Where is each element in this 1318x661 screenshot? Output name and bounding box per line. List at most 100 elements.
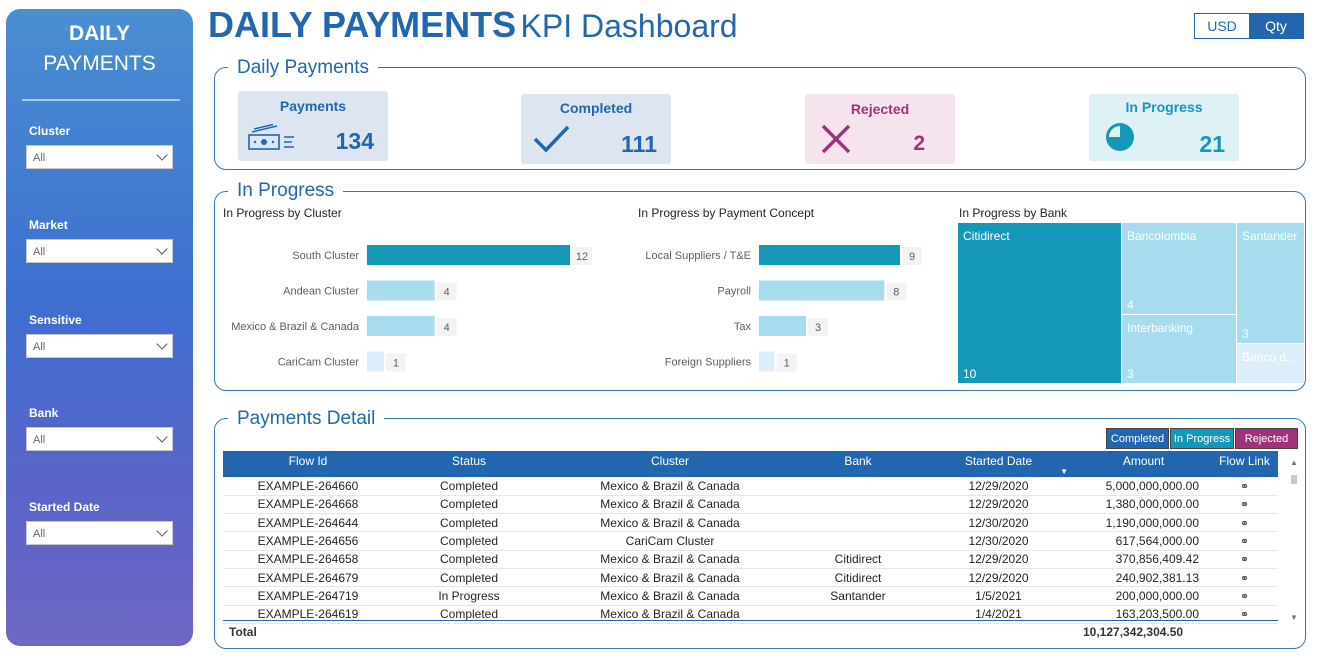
concept-bar-chart: Local Suppliers / T&E 9 Payroll 8 Tax 3 Foreig… [645, 245, 922, 372]
bar[interactable] [367, 316, 435, 336]
cluster-cell: Mexico & Brazil & Canada [545, 495, 795, 515]
sidebar-title-line1: DAILY [68, 22, 131, 45]
link-icon[interactable]: ⚭ [1239, 554, 1250, 567]
bar-category-label: Local Suppliers / T&E [645, 250, 751, 262]
amount-cell: 5,000,000,000.00 [1076, 477, 1211, 496]
bank-filter-dropdown[interactable]: All [26, 427, 173, 451]
rejected-kpi-card[interactable]: Rejected 2 [805, 94, 955, 164]
treemap-tile[interactable] [1237, 344, 1304, 383]
link-icon[interactable]: ⚭ [1239, 480, 1250, 493]
scroll-up-arrow[interactable]: ▲ [1290, 458, 1298, 467]
bar-value-label: 8 [893, 287, 899, 299]
column-header-bank[interactable]: Bank [795, 451, 921, 477]
link-icon[interactable]: ⚭ [1239, 609, 1250, 622]
column-header-status[interactable]: Status [393, 451, 545, 477]
table-row[interactable]: EXAMPLE-264679 Completed Mexico & Brazil &… [223, 568, 1278, 588]
bar-category-label: South Cluster [292, 250, 359, 262]
started-date-cell: 12/30/2020 [921, 531, 1076, 551]
amount-cell: 163,203,500.00 [1076, 605, 1211, 624]
link-icon[interactable]: ⚭ [1239, 536, 1250, 549]
page-title-bold: DAILY PAYMENTS [208, 4, 517, 45]
payments-kpi-card[interactable]: Payments 134 [238, 91, 388, 161]
treemap-tile[interactable] [1237, 223, 1304, 343]
link-icon[interactable]: ⚭ [1239, 517, 1250, 530]
column-header-started-date[interactable]: Started Date ▼ [921, 451, 1076, 477]
flow-link-cell[interactable]: ⚭ [1211, 495, 1278, 515]
scroll-down-arrow[interactable]: ▼ [1290, 613, 1298, 622]
legend-completed: Completed [1106, 428, 1169, 449]
cluster-filter-dropdown[interactable]: All [26, 145, 173, 169]
checkmark-icon [533, 125, 570, 153]
table-row[interactable]: EXAMPLE-264658 Completed Mexico & Brazil &… [223, 550, 1278, 569]
bar[interactable] [759, 316, 806, 336]
column-header-cluster[interactable]: Cluster [545, 451, 795, 477]
amount-cell: 240,902,381.13 [1076, 568, 1211, 588]
cluster-cell: Mexico & Brazil & Canada [545, 513, 795, 533]
flow-id-cell: EXAMPLE-264619 [223, 605, 393, 624]
treemap-tile-value: 3 [1242, 327, 1249, 341]
table-scrollbar[interactable]: ▲ ▼ [1289, 458, 1299, 628]
flow-link-cell[interactable]: ⚭ [1211, 605, 1278, 624]
link-icon[interactable]: ⚭ [1239, 499, 1250, 512]
bank-treemap-chart: Citidirect 10 Bancolombia 4 Santander 3 Interb… [958, 223, 1304, 383]
chevron-down-icon [156, 338, 168, 350]
bar-value-label: 1 [784, 358, 790, 370]
bank-cell [795, 513, 921, 533]
table-row[interactable]: EXAMPLE-264644 Completed Mexico & Brazil &… [223, 513, 1278, 533]
treemap-tile[interactable] [1122, 223, 1236, 314]
column-header-flow-link[interactable]: Flow Link [1211, 451, 1278, 477]
flow-link-cell[interactable]: ⚭ [1211, 586, 1278, 606]
bar-category-label: Mexico & Brazil & Canada [231, 321, 360, 333]
payments-detail-panel-title: Payments Detail [228, 408, 385, 430]
amount-cell: 200,000,000.00 [1076, 586, 1211, 606]
status-cell: Completed [393, 550, 545, 569]
market-filter-label: Market [29, 218, 68, 232]
sensitive-filter-dropdown[interactable]: All [26, 334, 173, 358]
flow-id-cell: EXAMPLE-264644 [223, 513, 393, 533]
scroll-thumb[interactable] [1291, 475, 1297, 484]
treemap-tile[interactable] [958, 223, 1121, 383]
column-header-amount[interactable]: Amount [1076, 451, 1211, 477]
column-header-flow-id[interactable]: Flow Id [223, 451, 393, 477]
treemap-tile[interactable] [1122, 315, 1236, 383]
bar-value-label: 4 [444, 287, 450, 299]
in-progress-kpi-card[interactable]: In Progress 21 [1089, 94, 1239, 161]
data-label-bg [572, 247, 592, 265]
market-filter-dropdown[interactable]: All [26, 239, 173, 263]
payments-kpi-value: 134 [335, 128, 374, 154]
flow-link-cell[interactable]: ⚭ [1211, 477, 1278, 496]
flow-link-cell[interactable]: ⚭ [1211, 568, 1278, 588]
qty-toggle-button[interactable]: Qty [1249, 14, 1303, 38]
bar[interactable] [367, 245, 570, 265]
bar[interactable] [759, 351, 775, 372]
flow-link-cell[interactable]: ⚭ [1211, 550, 1278, 569]
completed-kpi-card[interactable]: Completed 111 [521, 94, 671, 164]
daily-payments-panel [214, 67, 1306, 170]
flow-link-cell[interactable]: ⚭ [1211, 513, 1278, 533]
data-label-bg [436, 318, 457, 336]
flow-id-cell: EXAMPLE-264656 [223, 531, 393, 551]
started-date-filter-dropdown[interactable]: All [26, 521, 173, 545]
link-icon[interactable]: ⚭ [1239, 572, 1250, 585]
concept-chart-title: In Progress by Payment Concept [638, 206, 815, 220]
status-cell: Completed [393, 568, 545, 588]
bar[interactable] [759, 245, 900, 265]
cluster-cell: Mexico & Brazil & Canada [545, 586, 795, 606]
table-row[interactable]: EXAMPLE-264656 Completed CariCam Cluster 12… [223, 531, 1278, 551]
chevron-down-icon [156, 149, 168, 161]
bar[interactable] [367, 280, 435, 301]
table-row[interactable]: EXAMPLE-264719 In Progress Mexico & Brazil… [223, 586, 1278, 606]
bar[interactable] [367, 351, 384, 372]
usd-toggle-button[interactable]: USD [1195, 14, 1249, 38]
started-date-cell: 12/29/2020 [921, 568, 1076, 588]
bar-category-label: Andean Cluster [283, 286, 359, 298]
table-row[interactable]: EXAMPLE-264668 Completed Mexico & Brazil &… [223, 495, 1278, 515]
bar-value-label: 9 [909, 251, 915, 263]
bar[interactable] [759, 280, 885, 301]
table-row[interactable]: EXAMPLE-264660 Completed Mexico & Brazil &… [223, 477, 1278, 496]
table-row[interactable]: EXAMPLE-264619 Completed Mexico & Brazil &… [223, 605, 1278, 624]
completed-kpi-value: 111 [621, 131, 657, 157]
payments-detail-panel [214, 418, 1306, 649]
flow-link-cell[interactable]: ⚭ [1211, 531, 1278, 551]
link-icon[interactable]: ⚭ [1239, 590, 1250, 603]
